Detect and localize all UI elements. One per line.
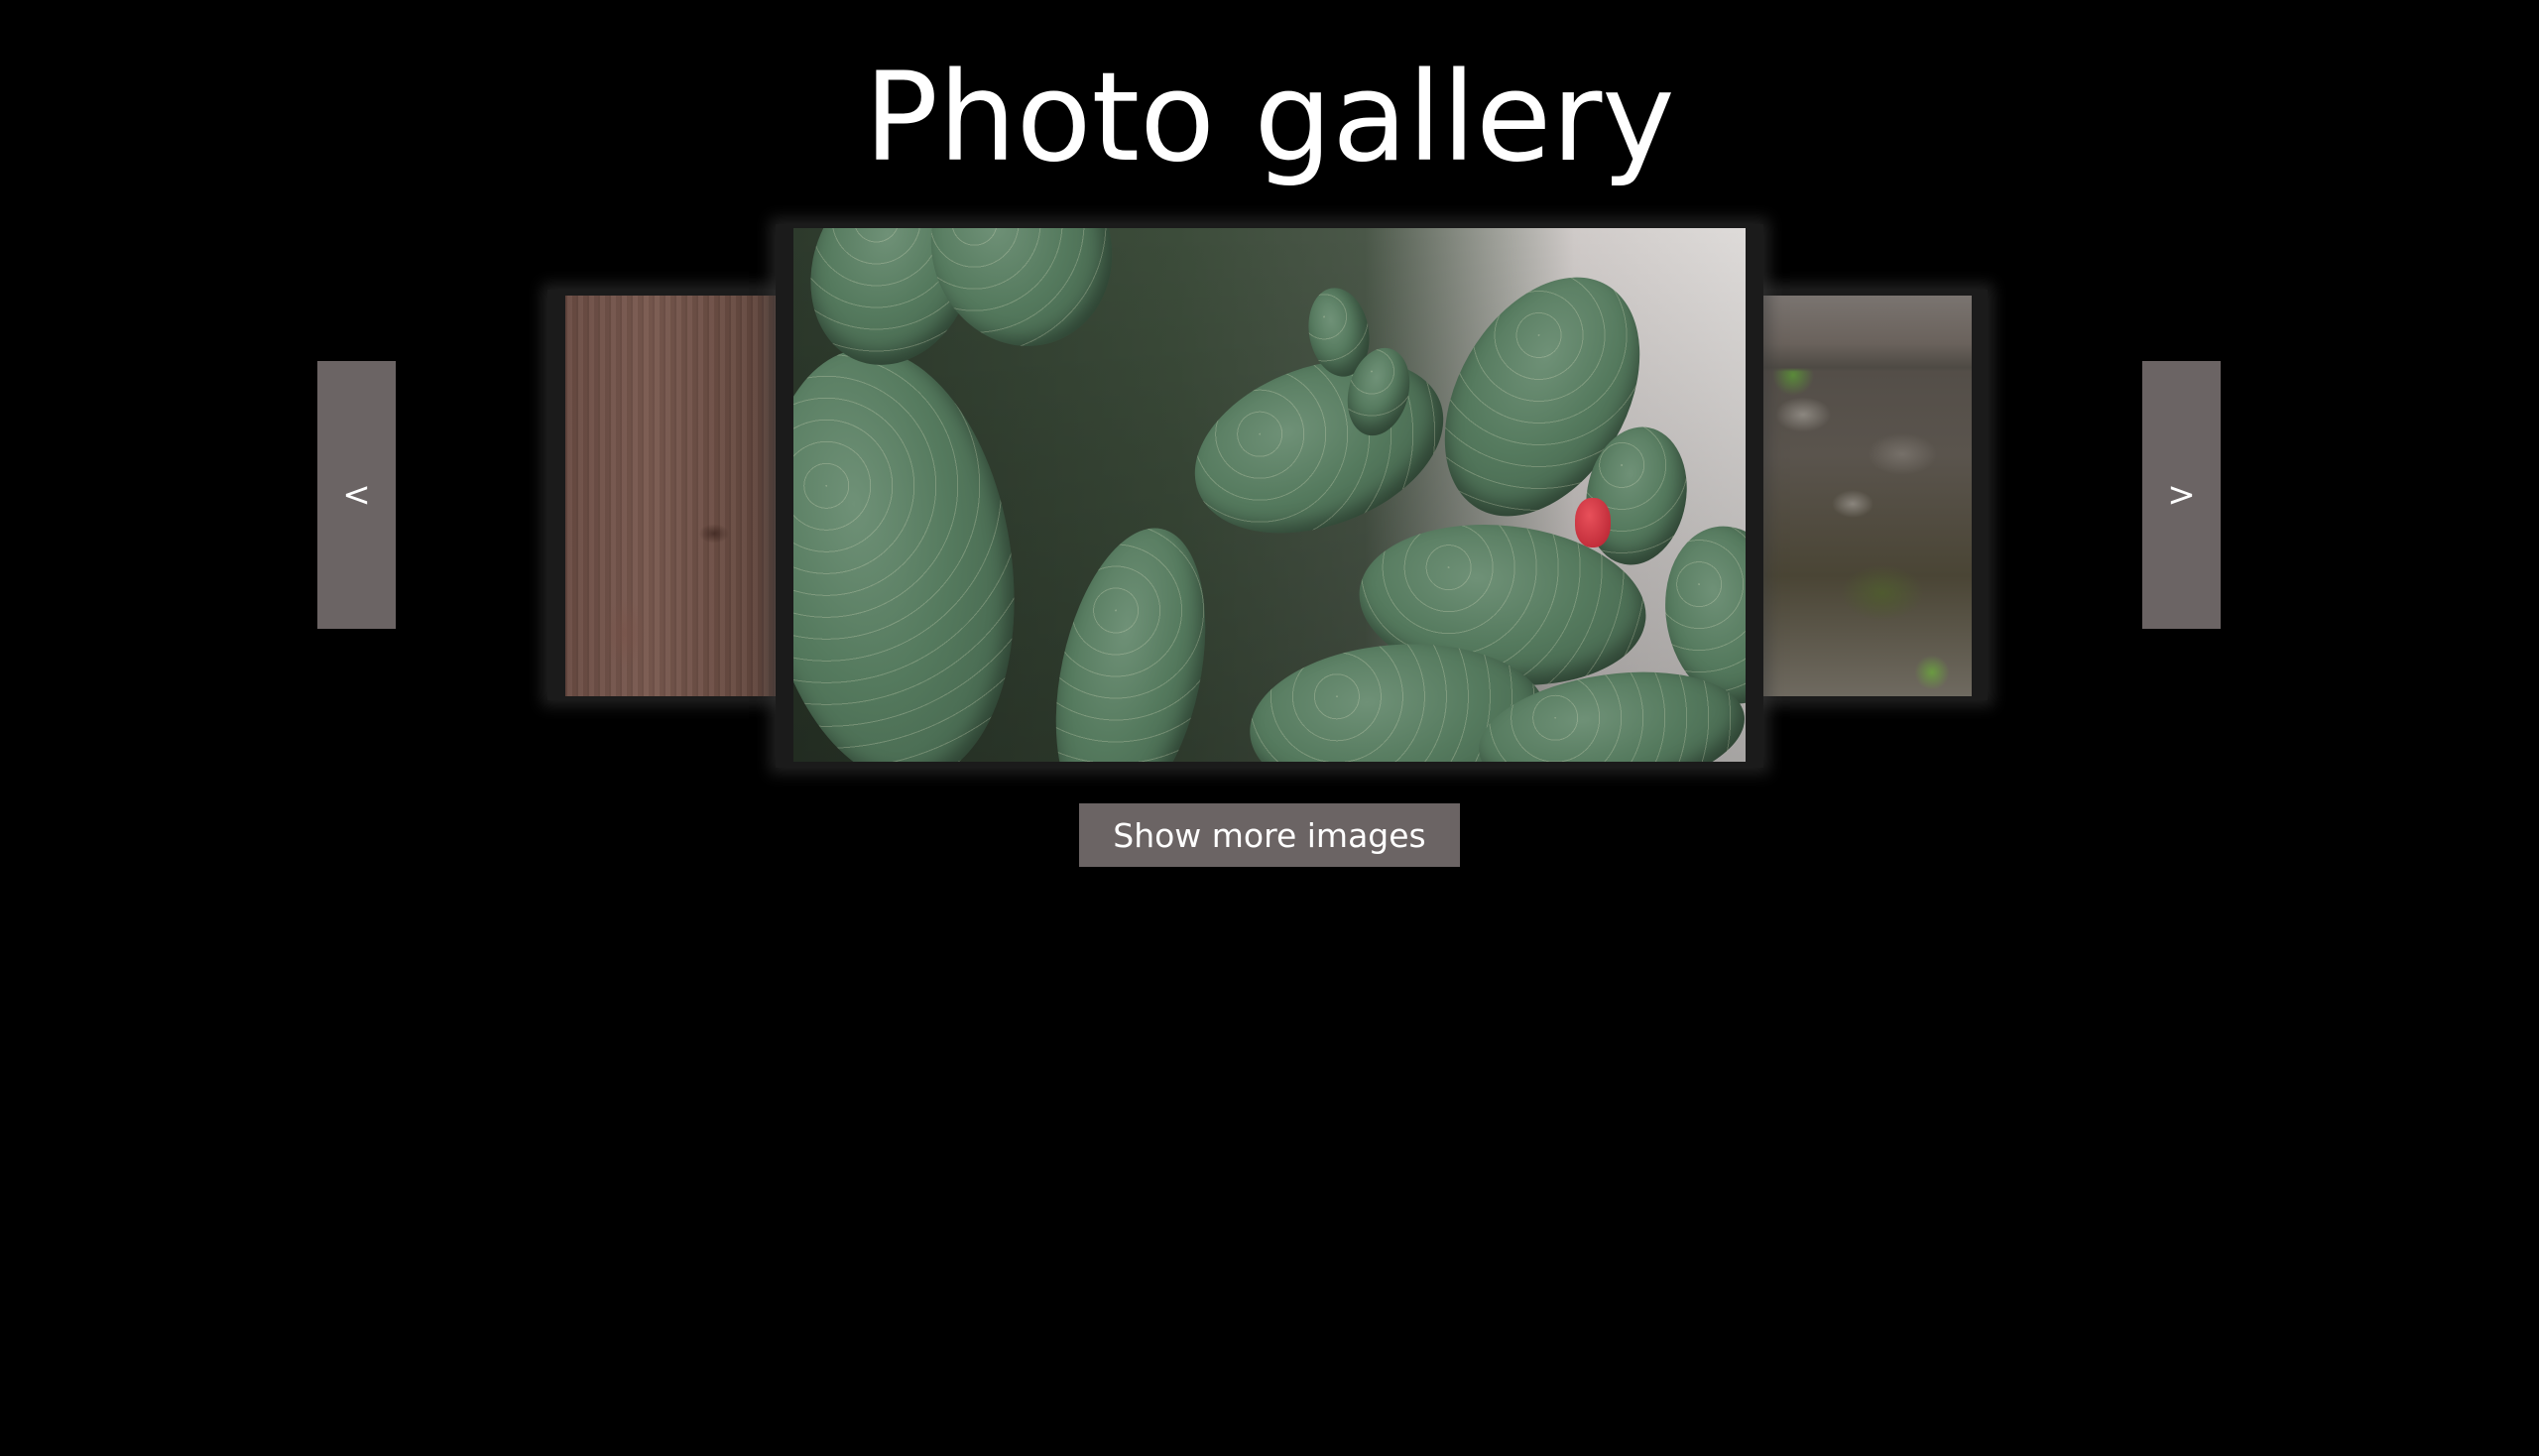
current-image-frame[interactable] — [776, 224, 1763, 768]
previous-image-frame[interactable] — [547, 290, 778, 700]
cactus-pad — [1031, 514, 1230, 762]
next-image-frame[interactable] — [1757, 290, 1988, 700]
next-image-button[interactable]: > — [2142, 361, 2221, 629]
cactus-fruit — [1575, 498, 1611, 547]
previous-image-button[interactable]: < — [317, 361, 396, 629]
cactus-photo — [793, 228, 1746, 762]
cactus-pad — [793, 331, 1041, 762]
show-more-images-button[interactable]: Show more images — [1079, 803, 1460, 867]
wood-texture-photo — [565, 296, 778, 696]
stone-wall-photo — [1763, 296, 1972, 696]
page-title: Photo gallery — [864, 47, 1675, 189]
cactus-pad — [1170, 327, 1468, 565]
